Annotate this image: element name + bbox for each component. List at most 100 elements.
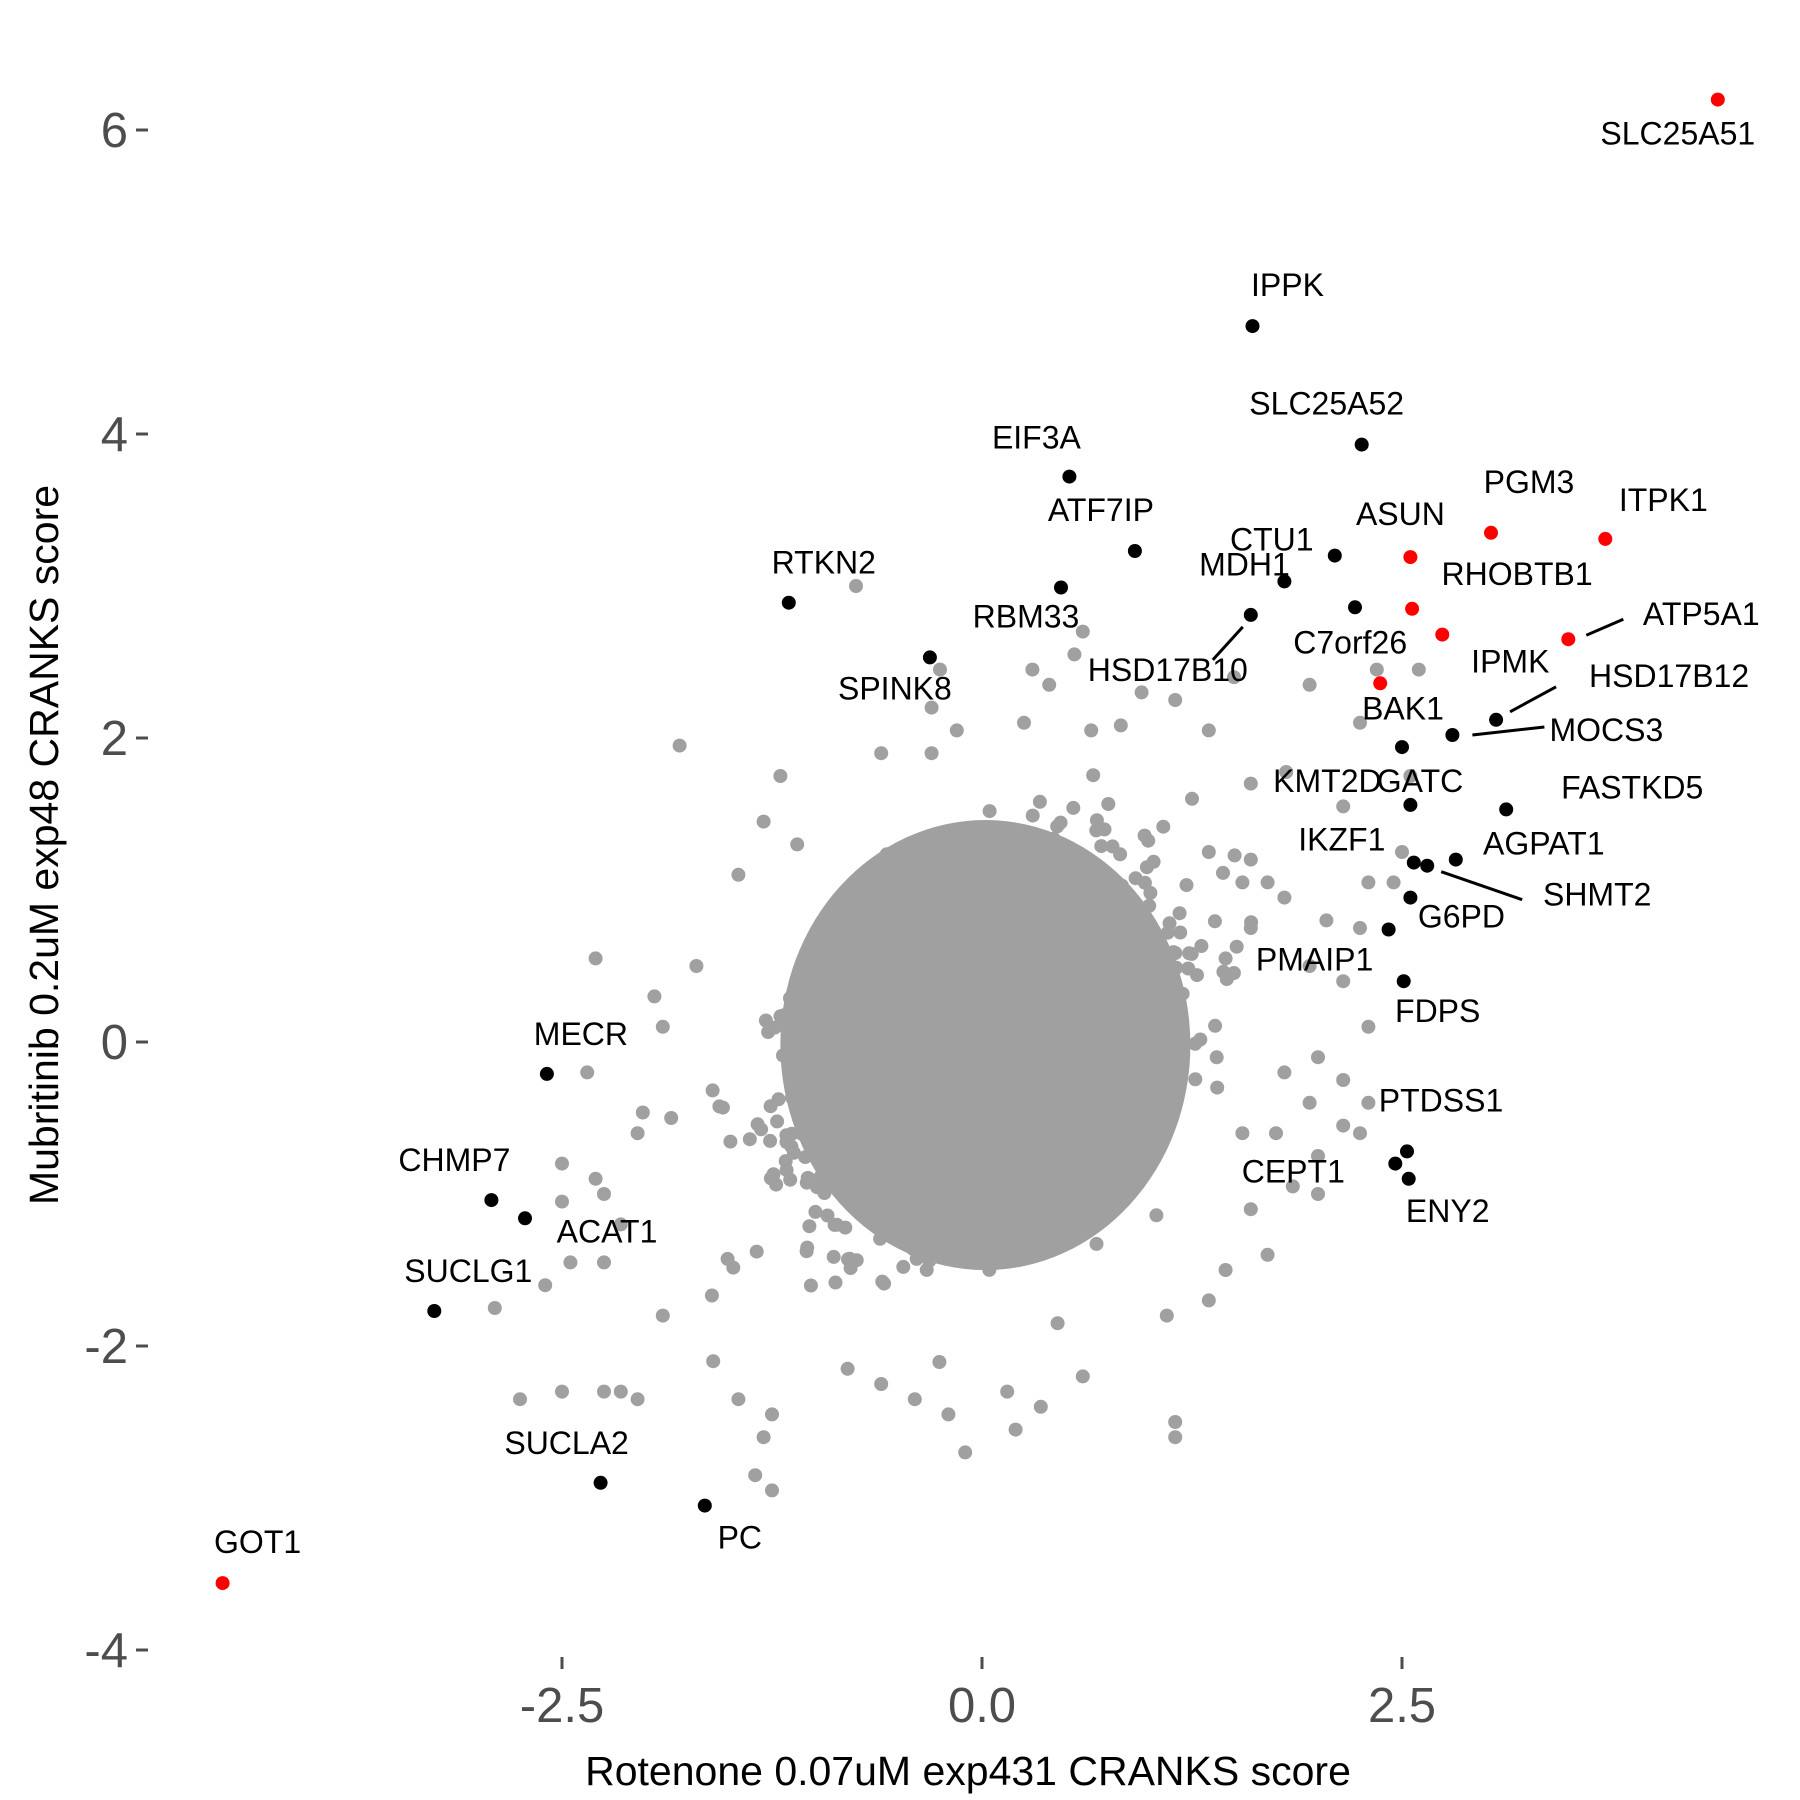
background-point <box>1260 1247 1275 1262</box>
gene-point-fdps <box>1396 974 1411 989</box>
background-point <box>731 1392 746 1407</box>
gene-label-atp5a1: ATP5A1 <box>1643 596 1760 632</box>
gene-point-atf7ip <box>1127 544 1142 558</box>
background-point <box>1216 865 1230 880</box>
background-point <box>1361 1019 1376 1034</box>
background-point <box>779 1128 794 1143</box>
background-point <box>1260 875 1275 890</box>
background-point <box>1042 677 1057 692</box>
background-point <box>790 837 805 852</box>
background-point <box>630 1126 645 1141</box>
background-point <box>1218 951 1233 966</box>
background-point <box>1302 677 1317 692</box>
background-point <box>874 746 889 761</box>
leader-line-hsd17b10 <box>1211 625 1244 661</box>
gene-label-slc25a52: SLC25A52 <box>1249 386 1404 422</box>
gene-label-chmp7: CHMP7 <box>398 1142 510 1178</box>
gene-point-g6pd <box>1403 890 1418 905</box>
background-point <box>765 1483 779 1498</box>
background-point <box>1094 839 1109 854</box>
background-point <box>1173 925 1188 940</box>
background-point <box>1185 791 1199 806</box>
gene-point-suclg1 <box>427 1304 442 1318</box>
background-point <box>1033 1399 1048 1414</box>
gene-point-gatc <box>1395 740 1409 755</box>
gene-label-mdh1: MDH1 <box>1199 546 1290 582</box>
background-point <box>1218 1263 1233 1277</box>
background-point <box>1353 921 1367 935</box>
background-point <box>1336 1073 1351 1087</box>
background-point <box>1128 871 1143 886</box>
background-point <box>555 1194 569 1209</box>
gene-label-pmaip1: PMAIP1 <box>1256 942 1373 978</box>
background-point <box>1168 1430 1183 1445</box>
background-point <box>1188 1072 1203 1087</box>
background-point <box>1089 823 1104 838</box>
background-point <box>750 1117 765 1132</box>
background-point <box>779 1163 794 1178</box>
x-axis: -2.5 0.0 2.5 <box>520 1657 1436 1733</box>
background-point <box>487 1301 502 1315</box>
background-point <box>555 1384 569 1399</box>
gene-label-atf7ip: ATF7IP <box>1048 492 1154 528</box>
gene-point-sucla2 <box>593 1475 608 1490</box>
background-point <box>1302 959 1317 973</box>
background-point <box>588 951 603 966</box>
background-point <box>800 1171 815 1185</box>
gene-point-ippk <box>1245 319 1260 334</box>
background-point <box>1194 939 1209 953</box>
gene-point-agpat1 <box>1448 852 1463 867</box>
background-point <box>1227 670 1241 685</box>
background-point <box>769 1177 784 1192</box>
gene-point-spink8 <box>922 650 937 665</box>
background-point <box>742 1132 757 1147</box>
background-point <box>756 814 771 829</box>
background-point <box>1229 939 1244 954</box>
x-tick-label: 2.5 <box>1368 1679 1436 1733</box>
background-point <box>763 1133 778 1148</box>
background-point <box>1172 906 1187 921</box>
background-point <box>1353 1126 1367 1141</box>
gene-label-hsd17b10: HSD17B10 <box>1088 652 1248 688</box>
background-point <box>770 1114 785 1129</box>
background-point <box>630 1392 645 1407</box>
leader-line-atp5a1 <box>1585 617 1624 637</box>
gene-label-mocs3: MOCS3 <box>1550 712 1664 748</box>
background-point <box>664 1111 679 1125</box>
background-point <box>1235 875 1250 890</box>
gene-label-ipmk: IPMK <box>1471 644 1549 680</box>
x-tick-label: 0.0 <box>948 1679 1016 1733</box>
gene-label-acat1: ACAT1 <box>557 1213 658 1249</box>
background-point <box>771 1092 786 1107</box>
background-point <box>808 1204 823 1219</box>
gene-label-hsd17b12: HSD17B12 <box>1589 658 1749 694</box>
background-point <box>1025 662 1040 677</box>
background-point <box>765 1407 779 1422</box>
background-point <box>949 723 964 738</box>
background-point <box>1084 723 1099 738</box>
gene-point-acat1 <box>518 1211 532 1226</box>
gene-labels-layer: IPPK SLC25A52 EIF3A ATF7IP CTU1 RTKN2 RBM33 MDH… <box>214 116 1760 1560</box>
background-point <box>1361 1095 1376 1110</box>
background-point <box>655 1308 670 1323</box>
background-point <box>1277 890 1292 905</box>
gene-label-suclg1: SUCLG1 <box>404 1253 532 1289</box>
background-point <box>1017 715 1031 730</box>
gene-point-eif3a <box>1062 469 1077 484</box>
background-point <box>849 1253 864 1268</box>
background-point <box>1105 839 1120 854</box>
background-point <box>1285 1179 1300 1194</box>
gene-point-c7orf26 <box>1373 676 1388 691</box>
background-point <box>1243 921 1258 935</box>
background-point <box>1243 776 1258 791</box>
background-point <box>828 1275 843 1290</box>
gene-point-pc <box>697 1498 712 1513</box>
background-point <box>1168 693 1183 707</box>
background-point <box>933 662 947 677</box>
gene-label-itpk1: ITPK1 <box>1619 482 1708 518</box>
background-point <box>829 1217 844 1232</box>
background-point <box>1075 1369 1090 1384</box>
gene-point-rhobtb1 <box>1405 601 1420 616</box>
background-point <box>1113 718 1128 733</box>
background-point <box>1235 1126 1250 1141</box>
